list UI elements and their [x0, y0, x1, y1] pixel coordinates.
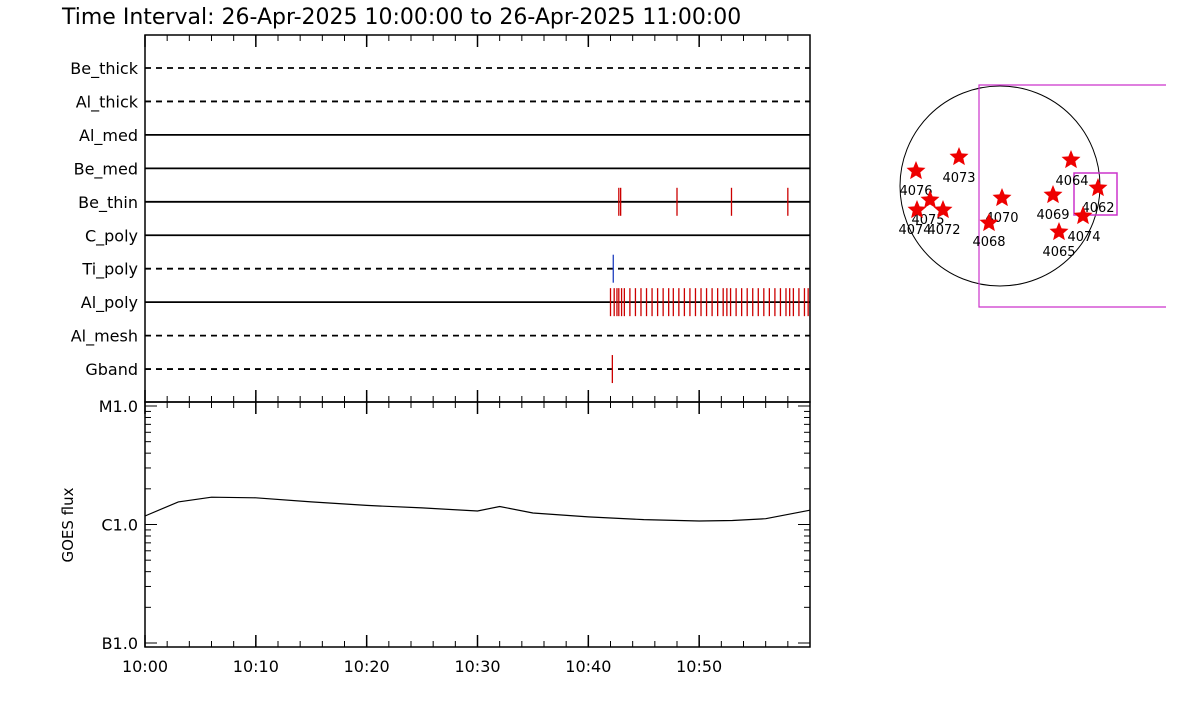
region-star — [1061, 150, 1081, 169]
region-label: 4072 — [927, 223, 960, 238]
region-label: 4065 — [1042, 245, 1075, 260]
region-star — [1088, 178, 1108, 197]
region-label: 4075 — [911, 213, 944, 228]
y-tick-label: C1.0 — [101, 516, 138, 535]
region-star — [979, 213, 999, 232]
x-tick-label: 10:40 — [565, 657, 611, 676]
x-tick-label: 10:50 — [676, 657, 722, 676]
y-tick-label: M1.0 — [99, 397, 138, 416]
row-label: Ti_poly — [81, 260, 138, 280]
region-label: 4074 — [1067, 230, 1100, 245]
x-tick-label: 10:00 — [122, 657, 168, 676]
region-star — [992, 188, 1012, 207]
row-label: Al_thick — [76, 92, 139, 112]
row-label: Al_poly — [81, 293, 138, 313]
region-star — [949, 147, 969, 166]
region-label: 4073 — [942, 171, 975, 186]
region-label: 4064 — [1055, 174, 1088, 189]
region-star — [906, 161, 926, 180]
region-label: 4062 — [1081, 201, 1114, 216]
target-box — [1073, 172, 1118, 216]
region-label: 4076 — [899, 184, 932, 199]
y-axis-label: GOES flux — [59, 487, 77, 562]
x-tick-label: 10:10 — [233, 657, 279, 676]
y-tick-label: B1.0 — [102, 634, 138, 653]
field-of-view — [978, 84, 1166, 308]
region-star — [933, 200, 953, 219]
row-label: Al_mesh — [71, 327, 138, 347]
row-label: Be_med — [74, 159, 138, 179]
region-star — [1049, 222, 1069, 241]
region-star — [1043, 185, 1063, 204]
row-label: Be_thin — [78, 193, 138, 213]
x-tick-label: 10:20 — [344, 657, 390, 676]
goes-curve — [144, 496, 811, 522]
region-label: 4068 — [972, 235, 1005, 250]
x-tick-label: 10:30 — [454, 657, 500, 676]
region-star — [907, 200, 927, 219]
row-label: Al_med — [79, 126, 138, 146]
region-label: 4069 — [1036, 208, 1069, 223]
region-star — [920, 190, 940, 209]
row-label: Gband — [85, 360, 138, 379]
row-label: Be_thick — [70, 59, 138, 79]
region-label: 4074 — [898, 223, 931, 238]
row-label: C_poly — [85, 226, 138, 246]
region-star — [1073, 206, 1093, 225]
chart-title: Time Interval: 26-Apr-2025 10:00:00 to 2… — [61, 5, 741, 30]
